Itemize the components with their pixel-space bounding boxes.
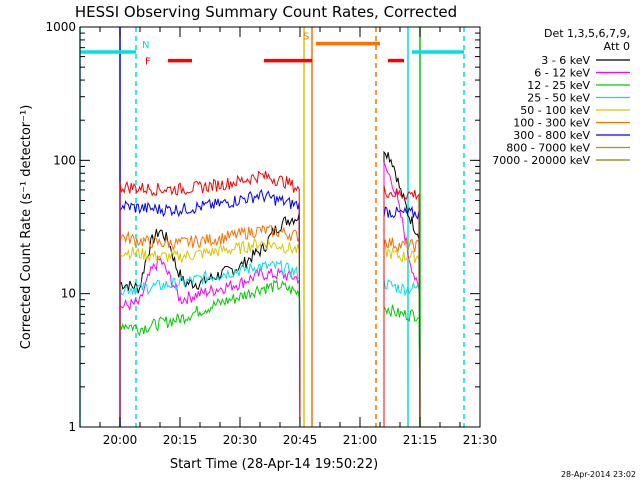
legend-label-100-300-kev: 100 - 300 keV xyxy=(513,117,590,130)
legend-label-25-50-kev: 25 - 50 keV xyxy=(527,92,590,105)
series-12-25-kev-segment-0 xyxy=(119,279,301,428)
x-axis-label: Start Time (28-Apr-14 19:50:22) xyxy=(170,457,378,472)
legend-label-12-25-kev: 12 - 25 keV xyxy=(527,79,590,92)
series-12-25-kev-segment-1 xyxy=(383,304,421,428)
legend-label-7000-20000-kev: 7000 - 20000 keV xyxy=(492,154,590,167)
x-tick-label-20-30: 20:30 xyxy=(223,433,258,447)
legend-label-3-6-kev: 3 - 6 keV xyxy=(541,54,590,67)
y-tick-label-10: 10 xyxy=(61,287,76,301)
series-3-6-kev-segment-0 xyxy=(119,212,301,428)
y-tick-label-1: 1 xyxy=(68,420,76,434)
series-100-300-kev-segment-1 xyxy=(383,237,421,428)
series-50-100-kev-segment-0 xyxy=(119,237,301,428)
state-flag-n: N xyxy=(142,40,149,51)
x-tick-label-20-15: 20:15 xyxy=(163,433,198,447)
legend-label-50-100-kev: 50 - 100 keV xyxy=(520,104,590,117)
series-3-6-kev-segment-1 xyxy=(383,150,421,428)
x-tick-label-21-00: 21:00 xyxy=(343,433,378,447)
series-25-50-kev-segment-1 xyxy=(383,279,421,428)
y-axis-ticks: 1 10 100 1000 xyxy=(45,20,480,434)
legend-label-300-800-kev: 300 - 800 keV xyxy=(513,129,590,142)
legend-subtitle: Att 0 xyxy=(604,40,630,53)
x-axis-ticks: 20:00 20:15 20:30 20:45 21:00 21:15 21:30 xyxy=(79,27,498,447)
series-ff0000-segment-1 xyxy=(383,185,421,428)
series-6-12-kev-segment-1 xyxy=(383,162,421,428)
series-ff0000-segment-0 xyxy=(119,170,301,428)
y-tick-label-100: 100 xyxy=(53,153,76,167)
series-100-300-kev-segment-0 xyxy=(119,224,301,428)
state-flag-f: F xyxy=(145,57,151,68)
x-tick-label-20-45: 20:45 xyxy=(283,433,318,447)
x-tick-label-21-15: 21:15 xyxy=(403,433,438,447)
legend-title: Det 1,3,5,6,7,9, xyxy=(544,27,630,40)
series-6-12-kev-segment-0 xyxy=(119,254,301,428)
legend-label-6-12-kev: 6 - 12 keV xyxy=(534,67,590,80)
y-axis-label: Corrected Count Rate (s⁻¹ detector⁻¹) xyxy=(19,105,34,350)
series-300-800-kev-segment-1 xyxy=(383,205,421,428)
timestamp: 28-Apr-2014 23:02 xyxy=(561,470,636,479)
x-tick-label-21-30: 21:30 xyxy=(463,433,498,447)
series-50-100-kev-segment-1 xyxy=(383,243,421,428)
event-markers xyxy=(79,27,465,427)
x-tick-label-20-00: 20:00 xyxy=(103,433,138,447)
state-flag-s: S xyxy=(303,32,309,43)
chart-title: HESSI Observing Summary Count Rates, Cor… xyxy=(75,3,457,21)
series-300-800-kev-segment-0 xyxy=(119,188,301,428)
y-tick-label-1000: 1000 xyxy=(45,20,76,34)
series-lines xyxy=(119,150,421,428)
state-bars: NF S xyxy=(80,32,464,68)
legend-label-800-7000-kev: 800 - 7000 keV xyxy=(506,142,590,155)
series-25-50-kev-segment-0 xyxy=(119,259,301,428)
